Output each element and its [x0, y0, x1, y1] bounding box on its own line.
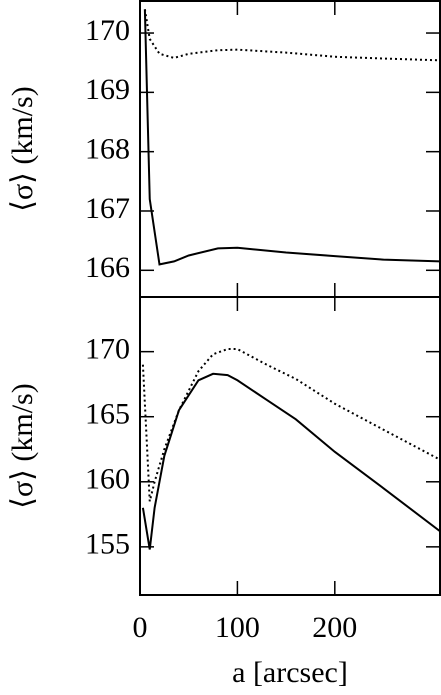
x-axis-label: a [arcsec] [232, 656, 348, 689]
plot-frame [139, 296, 441, 596]
x-tick-label: 100 [215, 611, 260, 644]
y-tick-label: 167 [85, 192, 130, 225]
plot-area [143, 9, 440, 266]
line-series [143, 9, 440, 266]
line-series [141, 348, 440, 502]
y-axis-label: ⟨σ⟩ (km/s) [6, 383, 39, 508]
line-series [141, 372, 440, 550]
y-tick-label: 155 [85, 528, 130, 561]
x-tick-label: 200 [312, 611, 357, 644]
y-tick-label: 170 [85, 333, 130, 366]
plot-area [141, 348, 440, 550]
y-tick-label: 169 [85, 73, 130, 106]
y-tick-label: 160 [85, 463, 130, 496]
x-tick-label: 0 [133, 611, 148, 644]
y-tick-label: 165 [85, 398, 130, 431]
y-tick-label: 168 [85, 133, 130, 166]
y-tick-label: 170 [85, 14, 130, 47]
y-tick-label: 166 [85, 251, 130, 284]
line-series [143, 9, 440, 62]
y-axis-label: ⟨σ⟩ (km/s) [6, 86, 39, 211]
